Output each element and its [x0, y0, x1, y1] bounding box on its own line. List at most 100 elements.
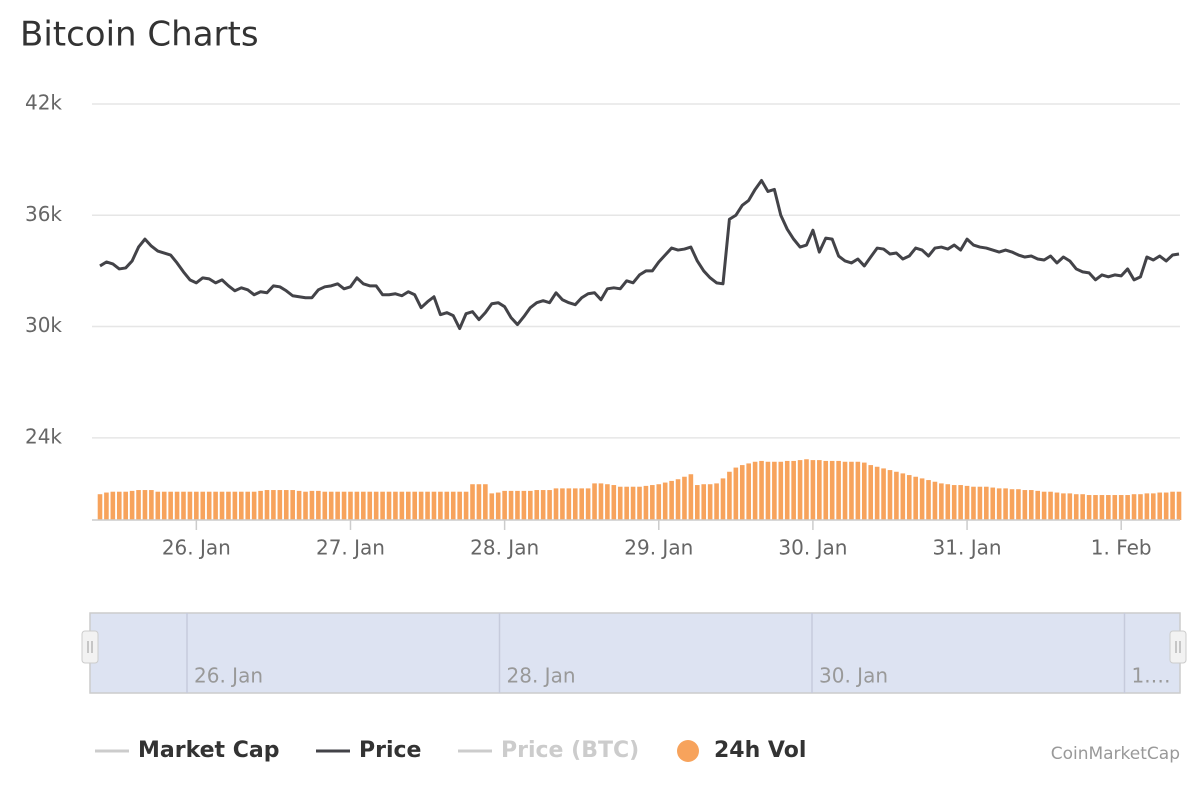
x-tick-label: 1. Feb: [1091, 536, 1152, 560]
volume-bar: [579, 488, 584, 520]
legend-label[interactable]: Price (BTC): [501, 738, 639, 763]
volume-bar: [592, 483, 597, 520]
volume-bar: [637, 486, 642, 520]
volume-bar: [804, 459, 809, 520]
volume-bar: [701, 484, 707, 520]
navigator-handle[interactable]: [1169, 630, 1187, 664]
volume-bar: [817, 460, 822, 520]
legend-label[interactable]: 24h Vol: [714, 738, 806, 763]
navigator-label: 28. Jan: [507, 664, 576, 688]
volume-bar: [791, 460, 796, 520]
credit[interactable]: CoinMarketCap: [1051, 744, 1180, 764]
volume-bar: [861, 462, 867, 520]
volume-bar: [662, 482, 668, 520]
volume-bar: [521, 490, 527, 520]
volume-bar: [1041, 491, 1047, 520]
volume-bar: [245, 491, 251, 520]
navigator-handle[interactable]: [81, 630, 99, 664]
volume-bar: [939, 483, 944, 520]
volume-bar: [829, 460, 835, 520]
volume-bar: [874, 466, 880, 520]
x-tick-label: 31. Jan: [933, 536, 1002, 560]
volume-bar: [200, 491, 206, 520]
volume-bar: [534, 490, 540, 520]
volume-bar: [161, 491, 167, 520]
volume-bar: [328, 491, 334, 520]
volume-bar: [303, 491, 308, 520]
volume-bar: [380, 491, 385, 520]
legend-label[interactable]: Market Cap: [138, 738, 279, 763]
volume-bar: [727, 471, 732, 520]
volume-bar: [438, 491, 443, 520]
navigator[interactable]: [89, 612, 1181, 694]
volume-bar: [219, 491, 225, 520]
volume-bar: [1028, 490, 1034, 520]
volume-bar: [489, 493, 495, 520]
volume-bar: [752, 461, 758, 520]
volume-bar: [945, 484, 951, 520]
volume-bar: [913, 476, 918, 520]
volume-bar: [894, 471, 899, 520]
volume-bar: [932, 481, 938, 520]
volume-bar: [675, 479, 681, 520]
x-tick-label: 29. Jan: [624, 536, 693, 560]
volume-bar: [1035, 490, 1041, 520]
volume-bar: [341, 491, 347, 520]
volume-bar: [354, 491, 360, 520]
volume-bar: [611, 485, 617, 520]
volume-bar: [418, 491, 424, 520]
volume-bar: [964, 485, 970, 520]
volume-bar: [348, 491, 353, 520]
volume-bar: [213, 491, 218, 520]
volume-bar: [1144, 493, 1150, 520]
volume-bar: [810, 460, 816, 520]
volume-bar: [971, 486, 976, 520]
volume-bar: [547, 490, 552, 520]
volume-bar: [1016, 489, 1021, 520]
volume-bar: [617, 486, 623, 520]
volume-bar: [540, 490, 546, 520]
volume-bar: [386, 491, 392, 520]
volume-bar: [572, 488, 578, 520]
x-tick-label: 30. Jan: [778, 536, 847, 560]
x-tick-label: 28. Jan: [470, 536, 539, 560]
volume-bar: [688, 474, 694, 520]
volume-bar: [682, 476, 687, 520]
volume-bar: [695, 485, 700, 520]
volume-bar: [733, 467, 739, 520]
volume-bar: [759, 460, 764, 520]
volume-bar: [393, 491, 398, 520]
volume-bar: [560, 488, 565, 520]
volume-bar: [1086, 495, 1092, 520]
volume-bar: [784, 460, 790, 520]
volume-bar: [1157, 492, 1163, 520]
x-tick-label: 26. Jan: [162, 536, 231, 560]
volume-bar: [206, 491, 212, 520]
volume-bar: [958, 485, 963, 520]
volume-bar: [444, 491, 450, 520]
x-tick-label: 27. Jan: [316, 536, 385, 560]
volume-bar: [868, 465, 874, 520]
volume-bar: [136, 490, 141, 520]
volume-bar: [495, 492, 501, 520]
volume-bar: [232, 491, 238, 520]
y-tick-label: 24k: [25, 424, 62, 448]
volume-bar: [772, 461, 777, 520]
volume-bar: [335, 491, 340, 520]
legend-label[interactable]: Price: [359, 738, 421, 763]
volume-bar: [187, 491, 193, 520]
volume-bar: [1099, 495, 1105, 520]
volume-bar: [919, 478, 925, 520]
volume-bar: [1048, 491, 1053, 520]
volume-bar: [720, 478, 726, 520]
volume-bar: [984, 486, 989, 520]
volume-bar: [1093, 495, 1098, 520]
volume-bar: [656, 484, 662, 520]
volume-bar: [643, 485, 649, 520]
volume-bar: [842, 461, 848, 520]
volume-bar: [1073, 494, 1079, 520]
navigator-label: 26. Jan: [194, 664, 263, 688]
volume-bar: [412, 491, 418, 520]
volume-bar: [110, 491, 116, 520]
legend-symbol: [677, 740, 699, 762]
